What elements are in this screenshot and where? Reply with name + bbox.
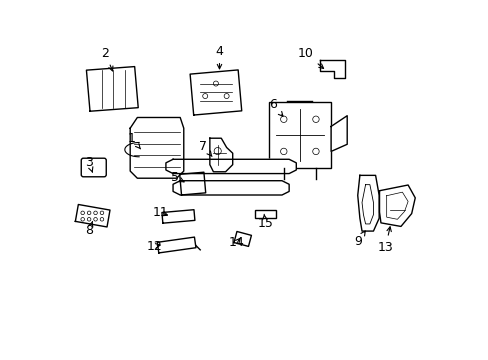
Text: 10: 10 [297, 47, 323, 68]
Polygon shape [157, 237, 196, 253]
Text: 6: 6 [268, 99, 283, 116]
Text: 15: 15 [257, 214, 273, 230]
Polygon shape [173, 181, 288, 195]
Polygon shape [86, 67, 138, 111]
Polygon shape [357, 175, 378, 231]
Polygon shape [75, 204, 110, 227]
Text: 14: 14 [228, 236, 244, 249]
Polygon shape [165, 159, 296, 174]
Polygon shape [379, 185, 414, 226]
Text: 11: 11 [153, 206, 168, 219]
Text: 1: 1 [128, 132, 140, 149]
Text: 7: 7 [199, 140, 212, 156]
Text: 8: 8 [85, 221, 93, 237]
Text: 9: 9 [353, 231, 365, 248]
Text: 5: 5 [170, 171, 184, 184]
Bar [268, 102, 330, 168]
Text: 3: 3 [85, 156, 93, 172]
Polygon shape [330, 116, 346, 152]
FancyBboxPatch shape [81, 158, 106, 177]
Polygon shape [179, 172, 205, 195]
Polygon shape [190, 70, 241, 115]
Text: 4: 4 [215, 45, 223, 69]
Polygon shape [319, 60, 344, 78]
Text: 12: 12 [146, 240, 162, 253]
Text: 13: 13 [377, 227, 393, 254]
Text: 2: 2 [101, 47, 113, 71]
Polygon shape [234, 231, 251, 246]
Polygon shape [130, 117, 183, 178]
Polygon shape [162, 210, 195, 223]
Bar [254, 210, 275, 218]
Polygon shape [209, 138, 232, 172]
